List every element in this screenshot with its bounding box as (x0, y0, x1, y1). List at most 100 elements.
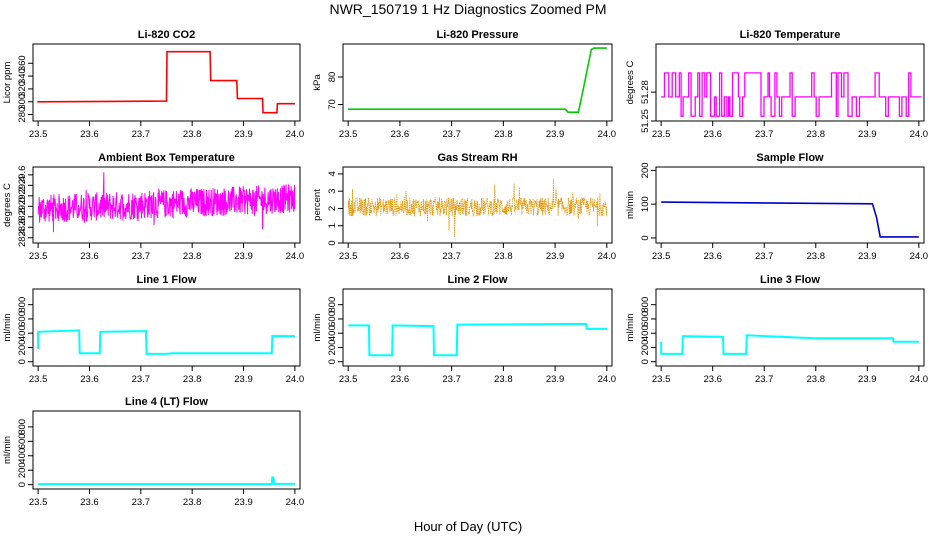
panel-3: Ambient Box Temperature degrees C 23.5 23.6… (2, 152, 304, 262)
y-tick-label: 300 (17, 94, 28, 110)
y-tick-label: 0 (327, 240, 338, 245)
plot-area (348, 322, 607, 357)
series-line (348, 47, 607, 113)
y-tick-label: 200 (327, 340, 338, 356)
x-tick-label: 23.6 (703, 251, 722, 262)
x-tick-label: 23.5 (652, 374, 671, 385)
y-tick-label: 51.25 (640, 109, 651, 133)
y-tick-label: 200 (17, 340, 28, 356)
panel-5: Sample Flow ml/min 23.5 23.6 23.7 23.8 23.9 24.… (625, 152, 928, 262)
y-axis-label: ml/min (625, 314, 636, 342)
y-tick-label: 29.2 (17, 187, 28, 206)
x-axis-label: Hour of Day (UTC) (414, 519, 522, 534)
y-axis-label: degrees C (2, 183, 13, 227)
x-tick-label: 23.9 (234, 251, 253, 262)
y-tick-label: 200 (640, 162, 651, 178)
y-tick-label: 28.4 (17, 229, 28, 248)
x-tick-label: 23.7 (132, 374, 151, 385)
x-tick-label: 23.8 (183, 497, 202, 508)
x-tick-label: 24.0 (598, 129, 617, 140)
x-tick-label: 23.6 (703, 129, 722, 140)
x-tick-label: 23.9 (858, 129, 877, 140)
y-tick-label: 29.4 (17, 176, 28, 195)
plot-frame (32, 166, 301, 244)
y-axis-label: degrees C (625, 60, 636, 104)
y-axis-label: percent (312, 189, 323, 221)
y-tick-label: 800 (327, 297, 338, 313)
plot-area (38, 476, 295, 486)
series-line (37, 172, 296, 233)
x-tick-label: 23.5 (339, 251, 358, 262)
x-tick-label: 23.9 (546, 251, 565, 262)
x-tick-label: 23.7 (442, 129, 461, 140)
plot-area (37, 172, 296, 233)
panel-title: Line 4 (LT) Flow (125, 396, 208, 408)
y-tick-label: 320 (17, 81, 28, 97)
x-tick-label: 23.9 (234, 497, 253, 508)
y-tick-label: 600 (640, 311, 651, 327)
x-tick-label: 23.5 (339, 374, 358, 385)
x-tick-label: 24.0 (286, 129, 305, 140)
panel-title: Li-820 Pressure (437, 29, 519, 41)
x-tick-label: 24.0 (598, 374, 617, 385)
x-tick-label: 23.8 (183, 374, 202, 385)
plot-area (661, 72, 922, 117)
x-tick-label: 23.5 (652, 251, 671, 262)
x-tick-label: 23.6 (80, 374, 99, 385)
panel-title: Gas Stream RH (437, 152, 517, 164)
panel-6: Line 1 Flow ml/min 23.5 23.6 23.7 23.8 23.9 24.… (2, 274, 304, 385)
x-tick-label: 23.9 (546, 129, 565, 140)
y-tick-label: 800 (640, 297, 651, 313)
x-tick-label: 23.9 (234, 374, 253, 385)
x-tick-label: 23.8 (494, 374, 513, 385)
x-tick-label: 23.5 (29, 251, 48, 262)
y-tick-label: 29.0 (17, 197, 28, 216)
plot-frame (342, 166, 613, 244)
plot-area (348, 47, 607, 113)
panel-8: Line 3 Flow ml/min 23.5 23.6 23.7 23.8 23.9 24.… (625, 274, 928, 385)
plot-frame (32, 43, 301, 122)
x-tick-label: 23.7 (755, 129, 774, 140)
x-tick-label: 23.8 (183, 129, 202, 140)
x-tick-label: 23.7 (755, 251, 774, 262)
y-tick-label: 340 (17, 68, 28, 84)
y-tick-label: 2 (327, 206, 338, 211)
x-tick-label: 23.5 (29, 374, 48, 385)
plot-area (347, 178, 608, 238)
x-tick-label: 24.0 (286, 497, 305, 508)
x-tick-label: 23.7 (132, 129, 151, 140)
x-tick-label: 23.6 (703, 374, 722, 385)
series-line (38, 476, 295, 486)
x-tick-label: 23.8 (494, 129, 513, 140)
x-tick-label: 23.7 (132, 251, 151, 262)
x-tick-label: 23.5 (339, 129, 358, 140)
x-tick-label: 24.0 (286, 251, 305, 262)
series-line (347, 178, 608, 238)
plot-area (37, 50, 295, 114)
x-tick-label: 23.6 (391, 251, 410, 262)
x-tick-label: 23.8 (807, 251, 826, 262)
panel-title: Li-820 Temperature (740, 29, 841, 41)
y-tick-label: 80 (327, 72, 338, 83)
x-tick-label: 23.9 (234, 129, 253, 140)
panel-1: Li-820 Pressure kPa 23.5 23.6 23.7 23.8 23.9 24… (312, 29, 616, 140)
series-line (660, 334, 919, 355)
plot-frame (32, 410, 301, 490)
y-tick-label: 200 (640, 340, 651, 356)
y-axis-label: ml/min (2, 436, 13, 464)
x-tick-label: 23.7 (132, 497, 151, 508)
y-tick-label: 1 (327, 223, 338, 228)
x-tick-label: 23.9 (858, 374, 877, 385)
x-tick-label: 24.0 (286, 374, 305, 385)
panel-title: Sample Flow (756, 152, 824, 164)
y-axis-label: kPa (312, 74, 323, 91)
y-tick-label: 3 (327, 189, 338, 194)
y-tick-label: 280 (17, 107, 28, 123)
series-line (661, 72, 922, 117)
plot-area (37, 329, 295, 355)
plot-frame (655, 166, 925, 244)
y-axis-label: ml/min (625, 191, 636, 219)
x-tick-label: 23.7 (755, 374, 774, 385)
x-tick-label: 23.6 (391, 374, 410, 385)
